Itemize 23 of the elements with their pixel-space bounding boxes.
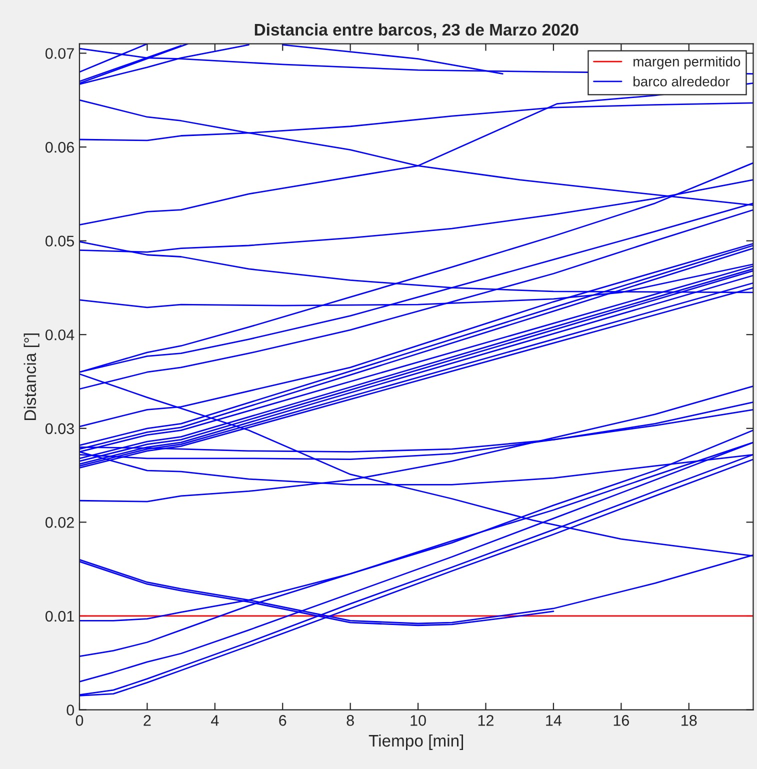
x-tick-label: 14	[546, 715, 562, 726]
x-tick-label: 18	[682, 715, 697, 726]
x-tick-label: 0	[76, 715, 84, 726]
y-tick-label: 0.06	[45, 142, 74, 153]
y-tick-label: 0.02	[45, 517, 74, 528]
x-tick-label: 16	[614, 715, 630, 726]
y-tick-label: 0.03	[45, 423, 74, 434]
x-tick-label: 10	[410, 715, 426, 726]
y-tick-label: 0.05	[45, 236, 74, 246]
y-tick-label: 0.01	[45, 610, 74, 622]
y-tick-label: 0	[66, 704, 74, 716]
x-tick-label: 8	[346, 715, 354, 726]
x-tick-label: 4	[211, 715, 219, 726]
y-axis-title: Distancia [°]	[24, 333, 40, 420]
y-tick-label: 0.04	[45, 329, 74, 340]
chart-title: Distancia entre barcos, 23 de Marzo 2020	[254, 23, 578, 38]
x-tick-label: 12	[478, 715, 494, 726]
x-tick-label: 2	[144, 715, 151, 726]
legend-label: margen permitido	[634, 56, 740, 70]
legend-label: barco alrededor	[634, 76, 730, 86]
x-axis-title: Tiempo [min]	[368, 734, 464, 750]
y-tick-label: 0.07	[45, 48, 74, 59]
x-tick-label: 6	[279, 715, 286, 726]
